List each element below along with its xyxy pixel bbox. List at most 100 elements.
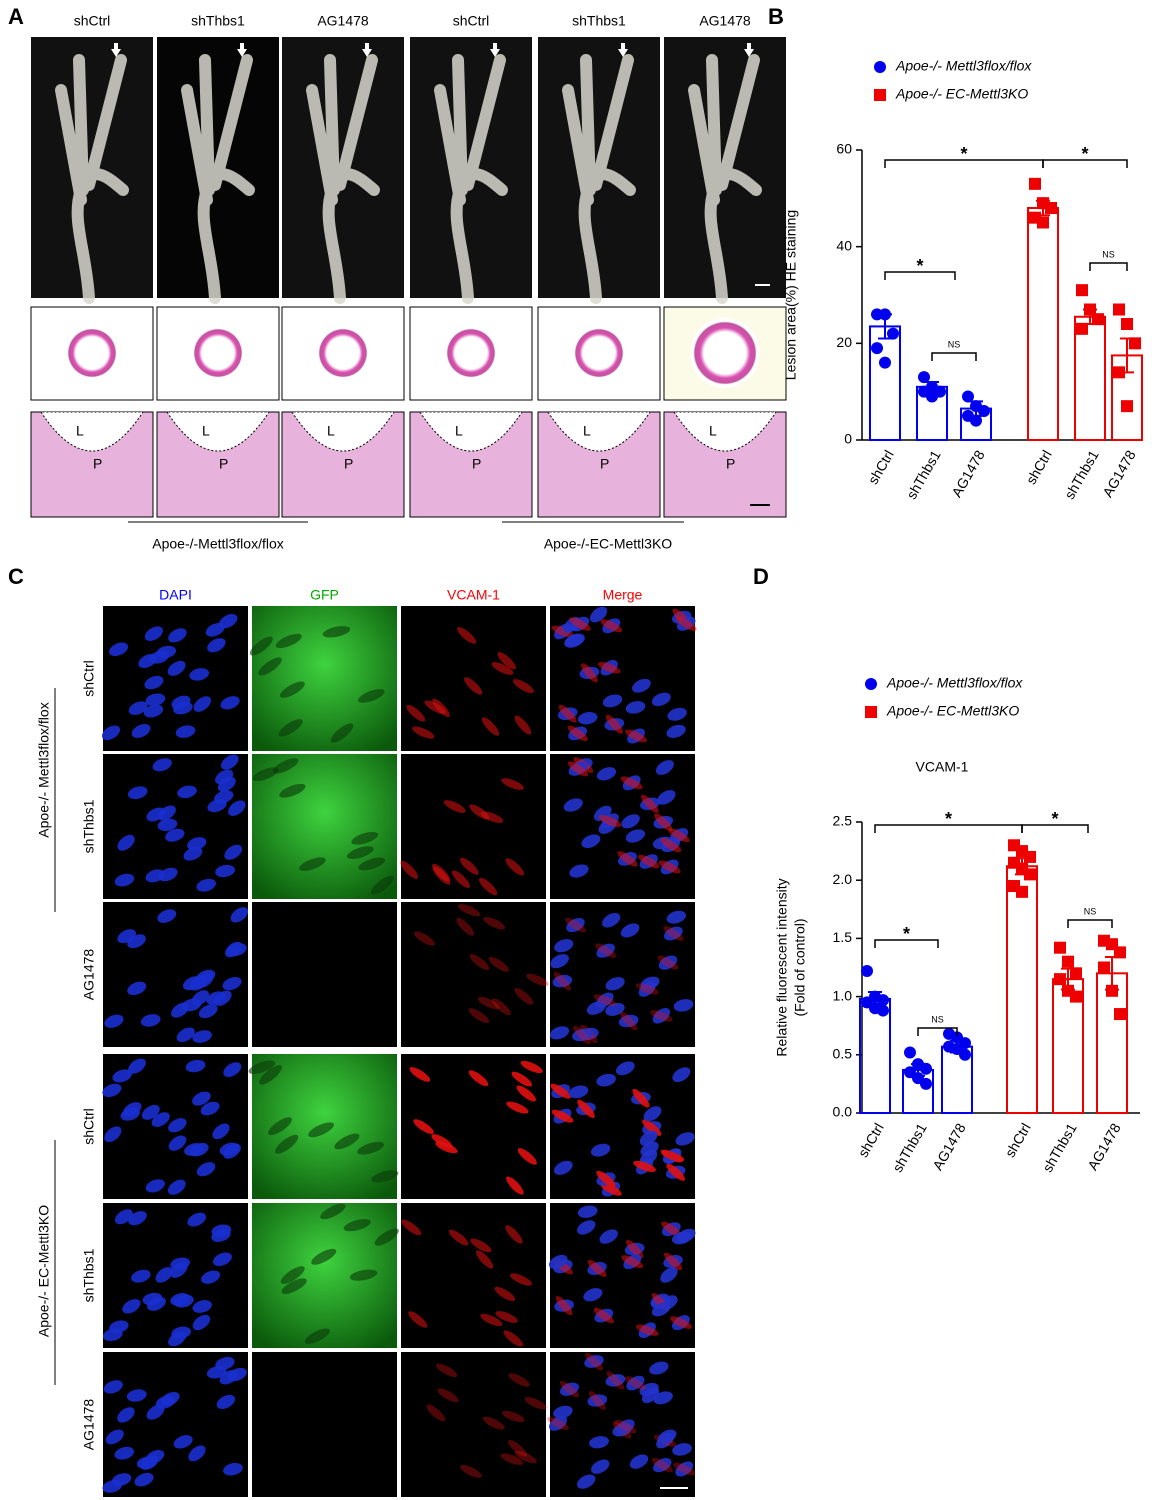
significance-label: * bbox=[1051, 809, 1058, 829]
significance-bracket bbox=[1089, 262, 1128, 271]
x-tick-label: shCtrl bbox=[855, 1120, 887, 1160]
signal bbox=[673, 1462, 696, 1476]
signal bbox=[675, 616, 697, 631]
signal bbox=[600, 619, 623, 633]
panel-label: C bbox=[8, 564, 24, 589]
nucleus bbox=[142, 1292, 163, 1306]
nucleus bbox=[158, 867, 178, 882]
signal bbox=[371, 1170, 399, 1183]
signal bbox=[635, 1324, 659, 1336]
lumen-label: L bbox=[202, 423, 210, 439]
aorta bbox=[181, 54, 255, 304]
row-label: shCtrl bbox=[81, 660, 97, 697]
signal bbox=[625, 729, 647, 743]
nucleus bbox=[158, 805, 176, 821]
significance-label: NS bbox=[1102, 249, 1115, 259]
group-label: Apoe-/- EC-Mettl3KO bbox=[36, 1205, 52, 1337]
data-point bbox=[1098, 961, 1110, 974]
nucleus bbox=[206, 991, 226, 1005]
nucleus bbox=[211, 1224, 232, 1237]
signal bbox=[669, 1316, 692, 1329]
nucleus bbox=[649, 1361, 669, 1375]
signal bbox=[477, 996, 500, 1010]
signal bbox=[635, 983, 659, 995]
signal bbox=[620, 776, 643, 790]
nucleus bbox=[102, 1083, 122, 1098]
nucleus bbox=[134, 1472, 154, 1487]
aorta bbox=[306, 54, 380, 304]
signal bbox=[558, 704, 577, 723]
signal bbox=[666, 1163, 685, 1181]
nucleus bbox=[114, 873, 135, 887]
lumen-label: L bbox=[455, 423, 463, 439]
signal bbox=[505, 858, 524, 876]
x-tick-label: shThbs1 bbox=[889, 1120, 930, 1175]
signal bbox=[657, 955, 679, 970]
signal bbox=[617, 851, 638, 867]
signal bbox=[573, 1025, 591, 1045]
nucleus bbox=[192, 1300, 212, 1313]
signal bbox=[358, 857, 386, 871]
nucleus bbox=[591, 1459, 610, 1474]
signal bbox=[550, 1083, 571, 1099]
signal bbox=[488, 956, 510, 972]
signal bbox=[482, 1416, 505, 1430]
panel-label: D bbox=[753, 564, 769, 589]
x-tick-label: shCtrl bbox=[1023, 447, 1055, 487]
panel-label: B bbox=[768, 4, 784, 29]
nucleus bbox=[554, 1160, 573, 1175]
panel-label: A bbox=[8, 4, 24, 29]
nucleus bbox=[651, 1302, 671, 1317]
signal bbox=[413, 1119, 434, 1135]
vessel bbox=[690, 318, 760, 388]
micrograph bbox=[401, 1352, 546, 1497]
signal bbox=[409, 1067, 431, 1082]
data-point bbox=[879, 308, 891, 321]
nucleus bbox=[173, 1435, 193, 1449]
nucleus bbox=[596, 992, 614, 1008]
significance-bracket bbox=[1067, 919, 1113, 928]
nucleus bbox=[675, 1461, 694, 1477]
arrow bbox=[490, 43, 500, 57]
nucleus bbox=[198, 1004, 218, 1019]
data-point bbox=[1062, 955, 1074, 968]
nucleus bbox=[550, 954, 569, 969]
lumen-label: L bbox=[583, 423, 591, 439]
signal bbox=[460, 1464, 482, 1478]
y-tick-label: 1.5 bbox=[833, 929, 853, 945]
nucleus bbox=[605, 977, 625, 991]
vessel bbox=[572, 326, 626, 380]
nucleus bbox=[143, 704, 164, 718]
nucleus bbox=[102, 1480, 123, 1493]
signal bbox=[547, 1416, 569, 1430]
signal bbox=[480, 1313, 503, 1327]
group-label: Apoe-/-Mettl3flox/flox bbox=[152, 536, 284, 552]
data-point bbox=[920, 1062, 932, 1075]
signal bbox=[252, 767, 279, 781]
data-point bbox=[978, 405, 990, 417]
nucleus bbox=[144, 675, 164, 690]
nucleus bbox=[655, 760, 674, 775]
nucleus bbox=[552, 974, 573, 988]
nucleus bbox=[554, 939, 574, 953]
signal bbox=[605, 714, 623, 734]
legend-marker bbox=[874, 61, 886, 73]
data-point bbox=[1084, 303, 1096, 316]
signal bbox=[451, 870, 470, 888]
signal bbox=[614, 1419, 637, 1434]
signal bbox=[304, 1328, 330, 1344]
data-point bbox=[970, 414, 982, 427]
nucleus bbox=[581, 834, 601, 848]
nucleus bbox=[103, 1380, 123, 1394]
data-point bbox=[1070, 990, 1082, 1003]
signal bbox=[663, 925, 684, 942]
nucleus bbox=[128, 1211, 147, 1226]
nucleus bbox=[168, 628, 187, 643]
nucleus bbox=[577, 1220, 596, 1235]
signal bbox=[322, 626, 351, 638]
data-point bbox=[1113, 303, 1125, 316]
nucleus bbox=[109, 1320, 129, 1334]
signal bbox=[632, 1088, 650, 1108]
signal bbox=[593, 1307, 614, 1324]
legend-marker bbox=[874, 89, 886, 101]
